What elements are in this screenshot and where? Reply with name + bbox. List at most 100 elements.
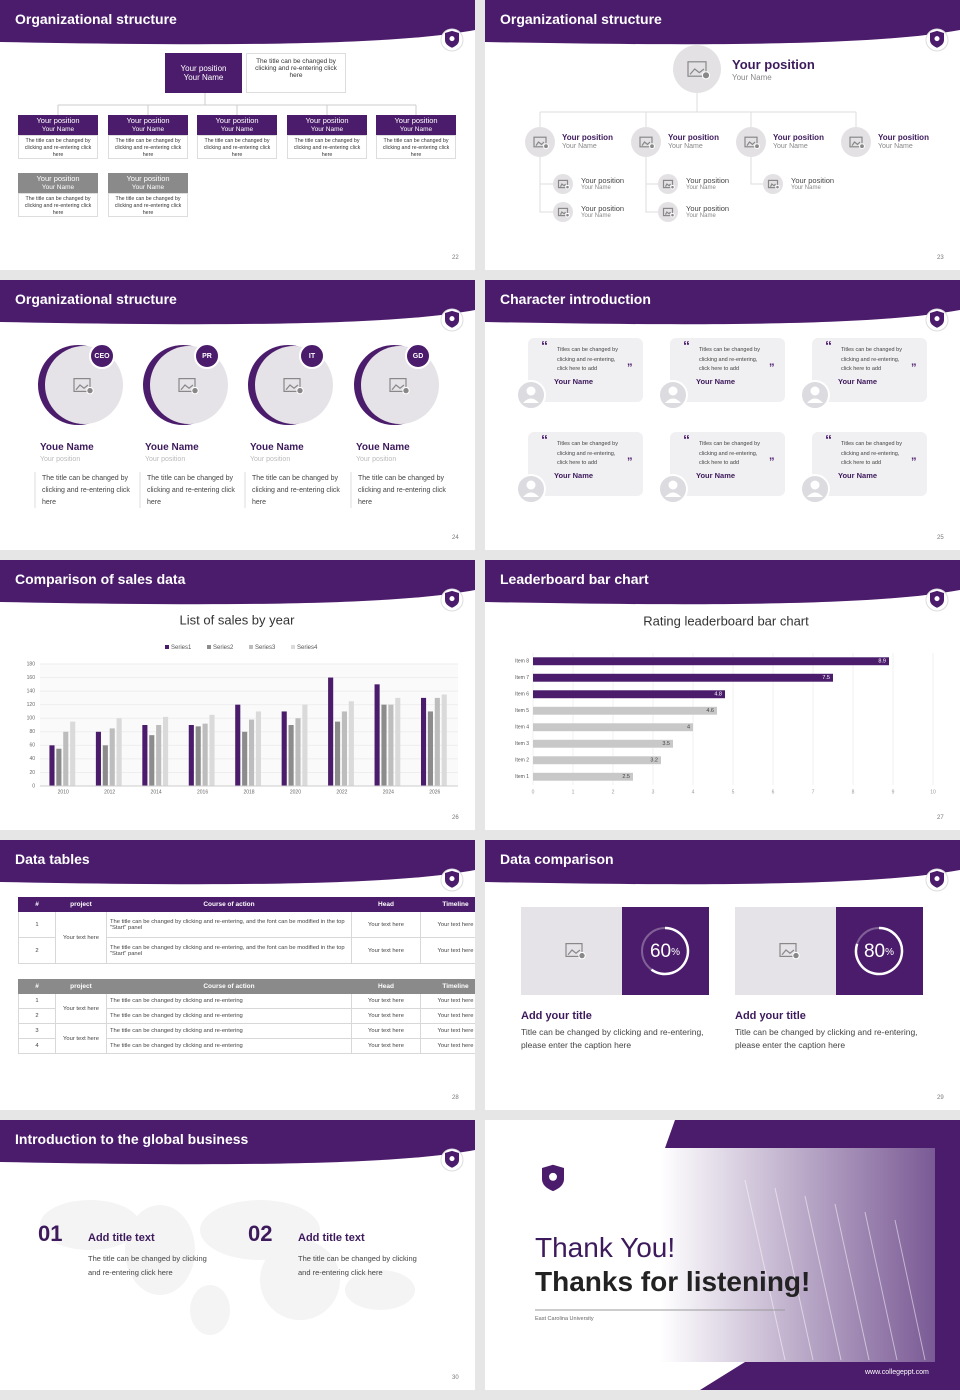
position: Your position (581, 204, 625, 213)
position: Your position (126, 116, 170, 125)
position-note: The title can be changed by clicking and… (18, 193, 98, 217)
data-table: # project Course of action Head Timeline 1 You… (18, 979, 475, 1054)
x-tick-label: 2026 (429, 789, 440, 795)
avatar (658, 202, 678, 222)
header-cell: Head (351, 897, 421, 912)
avatar-head (668, 386, 678, 396)
bar (116, 718, 122, 786)
cell: 3 (18, 1023, 56, 1039)
y-tick-label: Item 3 (515, 741, 529, 747)
bar (95, 731, 101, 786)
cell: The title can be changed by clicking and… (106, 937, 352, 964)
legend-label: Series1 (171, 645, 192, 651)
image-icon (533, 136, 547, 148)
name: Your Name (696, 471, 736, 480)
y-tick-label: 60 (29, 743, 35, 749)
name: Your Name (791, 185, 821, 191)
x-tick-label: 2018 (243, 789, 254, 795)
position: Your position (250, 456, 291, 463)
chart-title: Rating leaderboard bar chart (643, 613, 809, 628)
quote-mark: “ (825, 338, 832, 354)
quote-mark: “ (683, 338, 690, 354)
page-number: 28 (452, 1095, 459, 1101)
bar (434, 697, 440, 786)
value-panel (836, 907, 923, 995)
slide-title: Data tables (15, 851, 90, 867)
data-label: 7.5 (822, 675, 830, 681)
x-tick-label: 2024 (383, 789, 394, 795)
avatar (553, 202, 573, 222)
quote-mark: “ (683, 432, 690, 448)
table-row: 1 Your text here The title can be changed … (18, 993, 475, 1024)
image-icon (73, 377, 91, 392)
logo (449, 1156, 455, 1162)
x-tick-label: 2020 (290, 789, 301, 795)
bar (441, 694, 447, 786)
position-note: The title can be changed by clicking and… (108, 135, 188, 159)
table-row: 1 Your text here The title can be changed … (18, 911, 475, 964)
bar (63, 731, 69, 786)
header-band (0, 840, 475, 885)
bottom-band (700, 1362, 960, 1390)
position: Your position (686, 204, 730, 213)
x-tick-label: 2012 (104, 789, 115, 795)
chart-title: List of sales by year (180, 612, 296, 627)
bar (49, 745, 55, 786)
avatar-body (523, 398, 539, 403)
bar (533, 657, 889, 666)
image-icon (744, 136, 758, 148)
map-shape (190, 1285, 230, 1335)
bar (56, 748, 62, 786)
percent-value: 80 (864, 941, 885, 962)
photo-structure (864, 1211, 898, 1361)
position-note: The title can be changed by clicking and… (376, 135, 456, 159)
slide: Data tables 28 # project Course of action Hea… (0, 840, 475, 1110)
image-icon (851, 141, 861, 146)
logo (934, 316, 940, 322)
header-band (0, 280, 475, 325)
y-tick-label: 40 (29, 756, 35, 762)
logo (449, 36, 455, 42)
quote: Titles can be changed by clicking and re… (699, 441, 760, 466)
logo (449, 316, 455, 322)
project-cell: Your text here (55, 911, 107, 964)
slide-title: Introduction to the global business (15, 1131, 249, 1147)
legend-swatch (207, 645, 211, 649)
page-number: 22 (452, 255, 459, 261)
header-band (0, 560, 475, 605)
position: Your position (40, 456, 81, 463)
image-icon (191, 386, 199, 395)
avatar-body (523, 492, 539, 497)
image-icon (662, 179, 674, 189)
y-tick-label: Item 7 (515, 675, 529, 681)
header-cell: Head (351, 979, 421, 994)
avatar (841, 127, 871, 157)
bar (295, 718, 301, 786)
avatar (631, 127, 661, 157)
x-tick-label: 2016 (197, 789, 208, 795)
position-box: Your position Your Name (197, 115, 277, 135)
name: Your Name (878, 143, 913, 150)
page-number: 25 (937, 535, 944, 541)
cell: The title can be changed by clicking and… (106, 993, 352, 1009)
bar (255, 711, 262, 786)
header-row: # project Course of action Head Timeline (18, 897, 475, 912)
slide-graphics (0, 1120, 475, 1335)
avatar-head (526, 386, 536, 396)
avatar (763, 174, 783, 194)
name: Your Name (581, 213, 611, 219)
avatar (525, 127, 555, 157)
data-table: # project Course of action Head Timeline 1 You… (18, 897, 475, 964)
connector (58, 93, 416, 106)
quote: Titles can be changed by clicking and re… (557, 347, 618, 372)
slide-title: Character introduction (500, 291, 651, 307)
bar (149, 735, 155, 786)
image-icon (565, 942, 583, 957)
bar (209, 714, 215, 786)
data-label: 4.6 (706, 708, 714, 714)
slide-graphics (0, 0, 475, 115)
slide-graphics: CEO PR IT GD (0, 280, 475, 508)
table-row: 2 The title can be changed by clicking an… (18, 1008, 475, 1024)
bar (533, 723, 693, 732)
